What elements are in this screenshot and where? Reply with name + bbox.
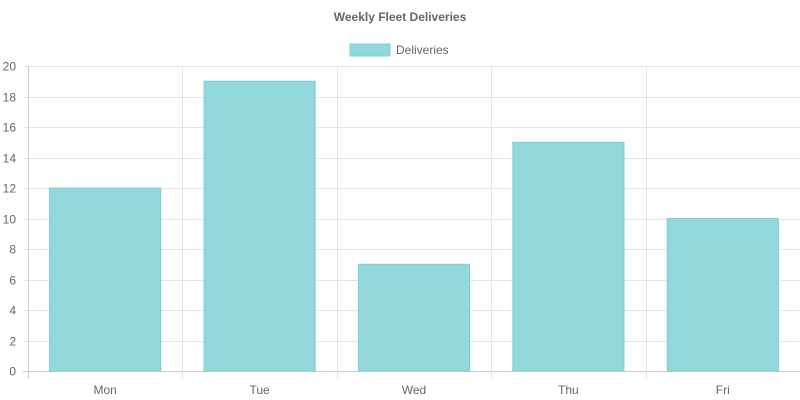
bar-fri[interactable] bbox=[666, 218, 779, 372]
legend[interactable]: Deliveries bbox=[349, 43, 449, 57]
y-tick-label: 0 bbox=[9, 365, 16, 379]
x-tick-label: Mon bbox=[94, 383, 117, 397]
x-tick-label: Wed bbox=[402, 383, 426, 397]
x-tick-label: Thu bbox=[558, 383, 579, 397]
legend-swatch bbox=[349, 43, 391, 57]
y-tick-label: 6 bbox=[9, 274, 16, 288]
y-tick-label: 12 bbox=[3, 182, 17, 196]
y-axis: 0 2 4 6 8 10 12 14 16 18 20 bbox=[3, 60, 17, 379]
y-tick-label: 4 bbox=[9, 304, 16, 318]
x-tick-label: Tue bbox=[249, 383, 270, 397]
y-tick-label: 8 bbox=[9, 243, 16, 257]
bar-mon[interactable] bbox=[49, 187, 162, 372]
y-tick-label: 20 bbox=[3, 60, 17, 74]
chart-title: Weekly Fleet Deliveries bbox=[334, 10, 467, 24]
y-tick-label: 2 bbox=[9, 335, 16, 349]
y-tick-label: 10 bbox=[3, 213, 17, 227]
y-tick-label: 16 bbox=[3, 121, 17, 135]
x-tick-label: Fri bbox=[716, 383, 730, 397]
bar-thu[interactable] bbox=[512, 141, 625, 372]
bar-wed[interactable] bbox=[357, 263, 471, 372]
bars bbox=[49, 80, 779, 372]
legend-label: Deliveries bbox=[396, 43, 449, 57]
y-tick-label: 18 bbox=[3, 91, 17, 105]
x-axis: Mon Tue Wed Thu Fri bbox=[94, 383, 730, 397]
y-tick-label: 14 bbox=[3, 152, 17, 166]
bar-tue[interactable] bbox=[203, 80, 316, 372]
